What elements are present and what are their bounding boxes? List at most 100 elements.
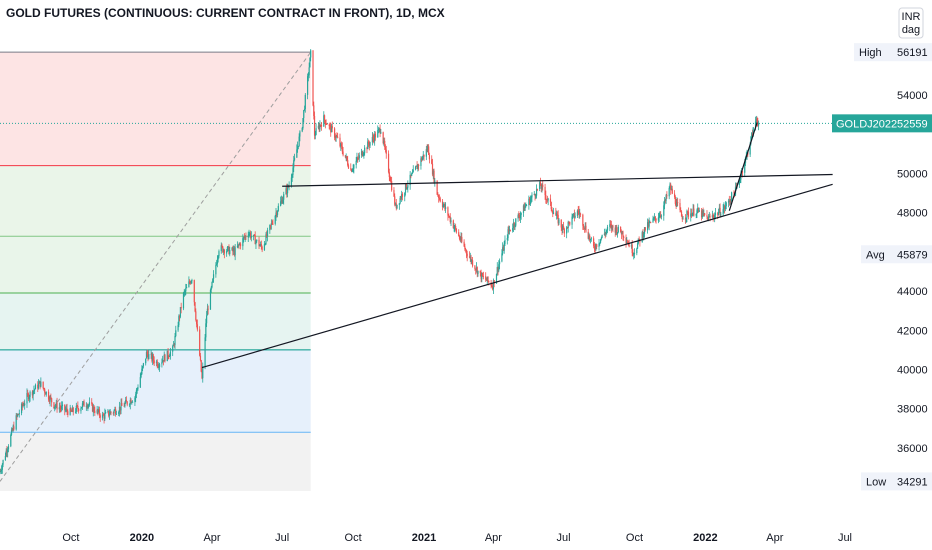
candle-body bbox=[364, 147, 366, 154]
trend-lines[interactable] bbox=[201, 122, 833, 369]
trend-line[interactable] bbox=[728, 122, 758, 211]
candle-body bbox=[729, 200, 731, 203]
candle-body bbox=[701, 210, 703, 218]
candle-body bbox=[653, 218, 655, 220]
price-tick-label: 38000 bbox=[897, 404, 928, 416]
candle-body bbox=[271, 222, 273, 224]
candle-body bbox=[65, 408, 67, 410]
candle-body bbox=[258, 239, 260, 247]
candle-body bbox=[292, 167, 294, 175]
candle-body bbox=[326, 124, 328, 125]
candle-body bbox=[679, 203, 681, 210]
candle-body bbox=[394, 203, 397, 205]
candle-body bbox=[139, 377, 141, 388]
candle-body bbox=[606, 226, 609, 231]
candle-body bbox=[652, 218, 654, 223]
candle-body bbox=[383, 140, 385, 144]
candle-body bbox=[589, 239, 592, 240]
candle-body bbox=[318, 125, 320, 130]
candle-body bbox=[229, 250, 231, 255]
unit-box[interactable]: INR dag bbox=[898, 7, 924, 39]
candle-body bbox=[598, 243, 600, 247]
candle-body bbox=[389, 177, 391, 182]
candle-body bbox=[314, 134, 316, 136]
candle-body bbox=[620, 231, 622, 235]
candle-body bbox=[625, 237, 627, 243]
trend-line[interactable] bbox=[282, 173, 833, 187]
candle-body bbox=[328, 124, 330, 126]
candle-body bbox=[674, 196, 676, 204]
candle-body bbox=[476, 267, 478, 275]
candle-body bbox=[265, 234, 267, 245]
candle-body bbox=[346, 156, 348, 161]
price-tick-label: 44000 bbox=[897, 286, 928, 298]
candle-body bbox=[515, 218, 517, 226]
candle-body bbox=[738, 180, 740, 185]
candle-body bbox=[367, 141, 370, 145]
candle-body bbox=[485, 276, 487, 280]
candle-body bbox=[372, 136, 374, 139]
candle-body bbox=[1, 464, 3, 470]
candle-body bbox=[616, 227, 618, 234]
candle-body bbox=[566, 227, 568, 234]
candle-body bbox=[142, 363, 144, 367]
candle-body bbox=[412, 169, 414, 173]
candle-body bbox=[210, 287, 212, 290]
candle-body bbox=[668, 188, 670, 197]
candle-body bbox=[702, 210, 704, 214]
candle-body bbox=[384, 147, 387, 150]
candle-body bbox=[132, 401, 134, 403]
time-axis[interactable] bbox=[0, 522, 932, 550]
candle-body bbox=[245, 236, 247, 238]
candle-body bbox=[55, 402, 57, 406]
candle-body bbox=[653, 216, 656, 219]
candle-body bbox=[481, 273, 483, 280]
candle-body bbox=[698, 210, 700, 212]
candle-body bbox=[204, 337, 206, 367]
candle-body bbox=[83, 401, 85, 407]
candle-body bbox=[463, 241, 465, 247]
trend-line[interactable] bbox=[201, 183, 833, 369]
candle-body bbox=[647, 222, 649, 231]
candle-body bbox=[439, 198, 441, 202]
candle-body bbox=[374, 133, 377, 138]
candle-body bbox=[104, 413, 106, 419]
candle-body bbox=[455, 226, 457, 229]
candle-body bbox=[320, 124, 323, 127]
candle-body bbox=[102, 414, 104, 416]
candle-body bbox=[633, 253, 636, 254]
candle-body bbox=[475, 267, 478, 270]
candle-body bbox=[717, 212, 719, 216]
candle-body bbox=[711, 215, 713, 218]
candle-body bbox=[191, 280, 193, 282]
candle-body bbox=[217, 256, 219, 260]
candle-body bbox=[211, 282, 213, 288]
candle-body bbox=[733, 192, 735, 194]
candle-body bbox=[434, 180, 436, 183]
candle-body bbox=[115, 413, 118, 415]
stat-tag-label: High bbox=[859, 47, 882, 59]
candle-body bbox=[47, 391, 50, 400]
candle-body bbox=[545, 195, 547, 200]
candle-body bbox=[725, 202, 727, 207]
candle-body bbox=[530, 197, 532, 200]
candle-body bbox=[606, 230, 608, 232]
candle-body bbox=[205, 323, 207, 338]
candle-body bbox=[626, 241, 629, 244]
fib-zone bbox=[0, 432, 311, 492]
candle-body bbox=[221, 245, 223, 247]
candle-body bbox=[173, 344, 175, 346]
candle-body bbox=[468, 256, 471, 258]
candle-body bbox=[161, 362, 163, 365]
candle-body bbox=[69, 408, 71, 415]
candle-body bbox=[184, 291, 186, 293]
candle-body bbox=[447, 207, 449, 216]
candle-body bbox=[27, 394, 30, 400]
candle-body bbox=[622, 231, 624, 237]
candle-body bbox=[352, 168, 354, 170]
candle-body bbox=[82, 401, 84, 404]
candle-body bbox=[466, 253, 468, 257]
candle-body bbox=[244, 236, 246, 238]
candle-body bbox=[98, 409, 100, 412]
